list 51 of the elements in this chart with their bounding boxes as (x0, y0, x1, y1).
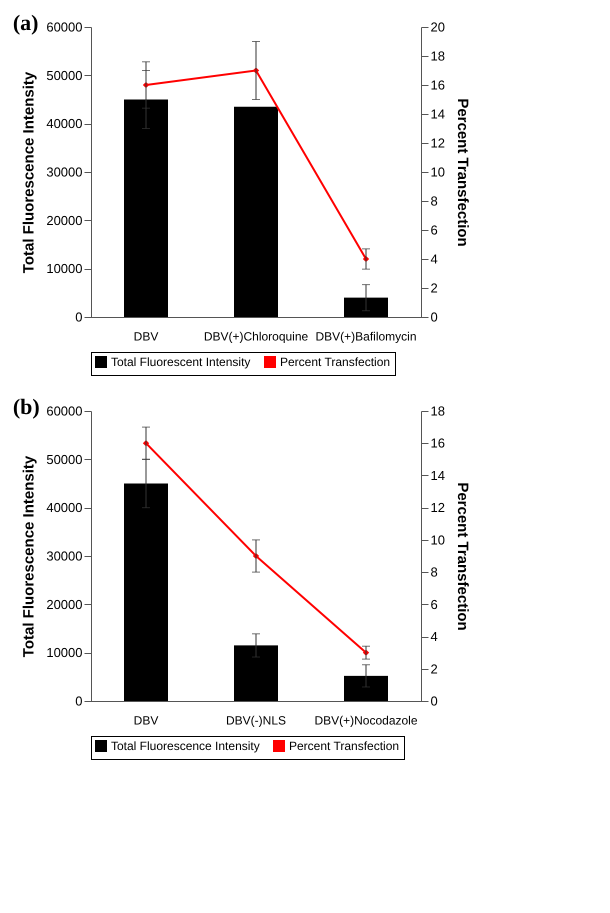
x-tick-label: DBV(+)Nocodazole (314, 714, 418, 728)
y-tick-label: 0 (75, 694, 82, 708)
y2-tick-label: 4 (430, 252, 438, 266)
y2-tick-label: 2 (430, 280, 438, 296)
y-tick-label: 40000 (46, 500, 82, 516)
y2-tick-label: 0 (430, 310, 438, 324)
y2-tick-label: 10 (430, 532, 445, 548)
y2-tick-label: 14 (430, 468, 445, 483)
y-tick-label: 10000 (46, 261, 82, 276)
y2-tick-label: 12 (430, 500, 445, 516)
y-tick-label: 30000 (46, 164, 82, 180)
y2-tick-label: 8 (430, 564, 438, 580)
y2-tick-label: 8 (430, 194, 438, 208)
y2-tick-label: 4 (430, 629, 438, 644)
y2-tick-label: 18 (430, 48, 445, 64)
legend-label: Percent Transfection (289, 739, 400, 753)
y-axis-title: Total Fluorescence Intensity (20, 71, 38, 274)
y2-tick-label: 16 (430, 436, 445, 451)
x-tick-label: DBV (134, 330, 158, 344)
y2-tick-label: 10 (430, 164, 445, 180)
y2-tick-label: 6 (430, 222, 438, 238)
legend-label: Total Fluorescent Intensity (111, 355, 250, 369)
y-tick-label: 40000 (46, 116, 82, 132)
y2-tick-label: 12 (430, 136, 445, 150)
legend-label: Total Fluorescence Intensity (111, 739, 260, 753)
y2-tick-label: 18 (430, 404, 445, 418)
y-tick-label: 60000 (46, 20, 82, 34)
y-tick-label: 10000 (46, 645, 82, 660)
y2-tick-label: 20 (430, 20, 445, 34)
y2-tick-label: 2 (430, 661, 438, 676)
x-tick-label: DBV(+)Chloroquine (204, 330, 309, 344)
legend-label: Percent Transfection (280, 355, 390, 369)
y-tick-label: 20000 (46, 596, 82, 612)
chart-title: (a) (12, 10, 39, 35)
y2-axis-title: Percent Transfection (454, 482, 471, 631)
y-tick-label: 50000 (46, 68, 82, 83)
y-tick-label: 20000 (46, 212, 82, 228)
y2-tick-label: 14 (430, 106, 445, 122)
y2-tick-label: 16 (430, 78, 445, 92)
y-tick-label: 50000 (46, 452, 82, 467)
y-tick-label: 60000 (46, 404, 82, 418)
chart-title: (b) (12, 394, 40, 419)
x-tick-label: DBV (134, 714, 158, 728)
y-tick-label: 0 (75, 310, 82, 324)
x-tick-label: DBV(+)Bafilomycin (315, 330, 417, 344)
y2-tick-label: 0 (430, 694, 438, 708)
y2-tick-label: 6 (430, 596, 438, 612)
x-tick-label: DBV(-)NLS (226, 714, 286, 728)
y-axis-title: Total Fluorescence Intensity (20, 455, 38, 658)
y-tick-label: 30000 (46, 548, 82, 564)
y2-axis-title: Percent Transfection (454, 98, 471, 247)
